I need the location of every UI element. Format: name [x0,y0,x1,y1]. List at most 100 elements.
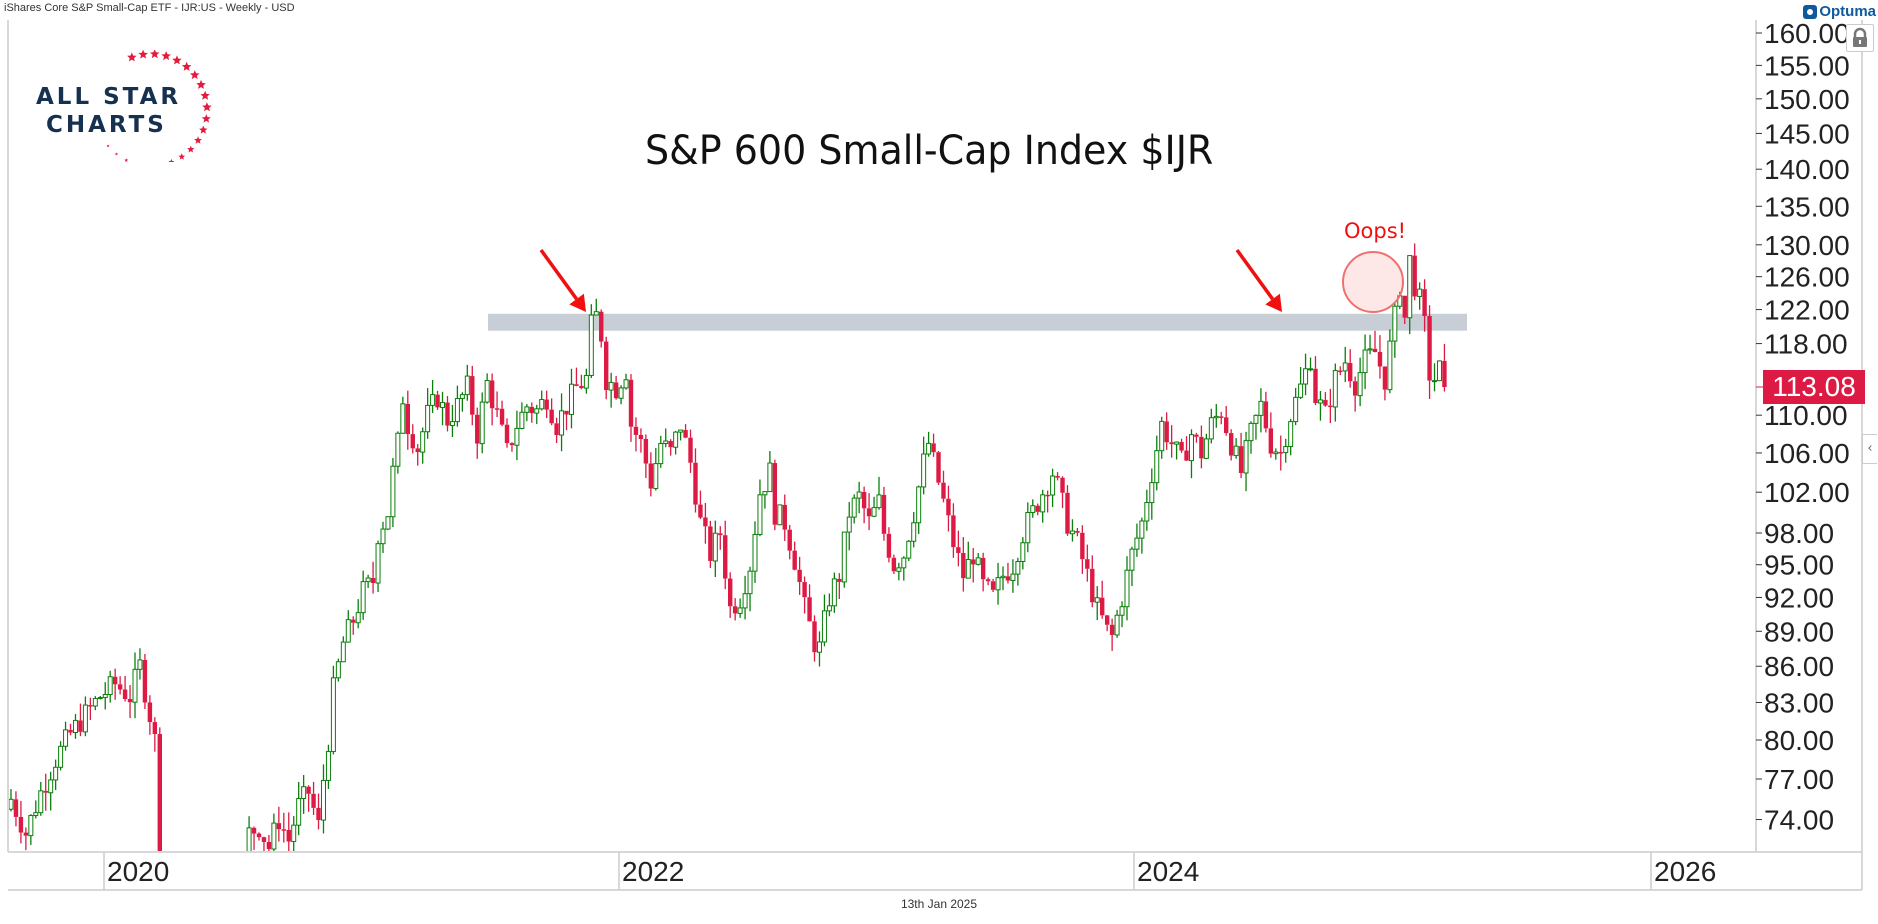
candle [251,826,257,850]
candle [1179,438,1184,453]
candle-body [688,437,693,463]
candle [1263,391,1269,433]
candle [837,573,842,600]
candle [43,773,48,811]
candle-body [514,427,520,446]
candle [886,527,892,563]
candle-body [142,659,148,703]
candle-body [78,720,83,732]
candle [1129,546,1135,587]
candle [975,552,981,566]
candle [792,541,797,571]
candle [831,572,837,613]
candle [732,598,738,621]
candle [78,703,83,737]
collapse-panel-button[interactable]: ‹ [1862,434,1877,464]
candle-body [1253,414,1259,424]
candle [916,485,922,534]
candle [633,417,639,452]
candle [1134,523,1140,557]
instrument-header: iShares Core S&P Small-Cap ETF - IJR:US … [4,2,295,14]
candle [1317,390,1323,421]
candle-body [475,414,480,444]
candle-body [122,689,128,700]
candle-body [951,515,956,548]
candle-body [752,533,758,572]
candle-body [395,432,401,467]
candle-body [1248,422,1254,442]
candle [1228,429,1234,461]
candle-body [1094,597,1100,603]
candle [1432,363,1438,392]
candle [271,813,277,851]
candle [132,652,138,719]
candle-body [1060,477,1065,493]
candle-body [1436,360,1442,382]
candle [370,561,376,594]
candle [1268,412,1274,458]
candle-body [420,431,426,453]
candle-body [1020,542,1026,563]
candle-body [1387,340,1393,391]
candle-body [107,676,113,696]
candle-body [1114,614,1120,636]
candle-body [1030,505,1036,514]
candle-body [1045,494,1050,497]
candle [311,781,316,815]
candle-body [698,504,703,518]
candle [514,410,520,461]
candle-body [574,384,579,386]
candle [1377,335,1383,379]
candle [693,448,698,513]
candle [380,521,386,554]
candle-body [43,790,48,793]
candle-body [320,779,326,821]
candle-body [1432,380,1438,383]
candle-body [881,494,887,534]
candle-body [965,558,971,579]
candle-body [1025,512,1031,544]
candle [147,695,153,735]
candle-body [1308,368,1314,371]
candle [896,562,902,581]
candle-body [633,426,639,435]
candle [663,428,669,448]
candle [529,402,534,423]
y-tick-label: 95.00 [1764,550,1834,581]
logo-star-icon [187,145,195,153]
chart-title: S&P 600 Small-Cap Index $IJR [645,128,1214,174]
last-price-tag: 113.08 [1763,370,1865,404]
candle [1065,485,1070,536]
candle [1199,425,1204,469]
logo-star-icon [150,50,160,59]
candle-body [351,619,356,623]
lock-button[interactable] [1846,24,1874,52]
candle-body [1303,368,1309,385]
candle [301,775,307,814]
logo-star-icon [138,50,148,59]
candle-body [246,827,252,851]
candle [58,741,64,771]
candle-body [1392,305,1398,342]
candle-body [623,379,629,389]
candle-body [390,465,396,518]
candle-body [97,697,103,700]
candle-body [559,410,565,436]
candle [1298,367,1304,400]
candle-body [826,605,832,612]
candle [320,764,326,834]
candle-body [1184,450,1189,461]
candle-body [1313,368,1318,404]
lock-icon [1853,27,1867,47]
logo-star-icon [190,70,200,80]
star-ring-icon [106,50,212,162]
candle-body [886,533,892,558]
candle [812,615,817,662]
candle-body [1422,289,1427,317]
candle [88,697,93,721]
candle [752,521,758,583]
logo-star-icon [114,152,119,156]
candle [757,479,763,537]
candle [995,562,1001,605]
candle [395,431,401,474]
